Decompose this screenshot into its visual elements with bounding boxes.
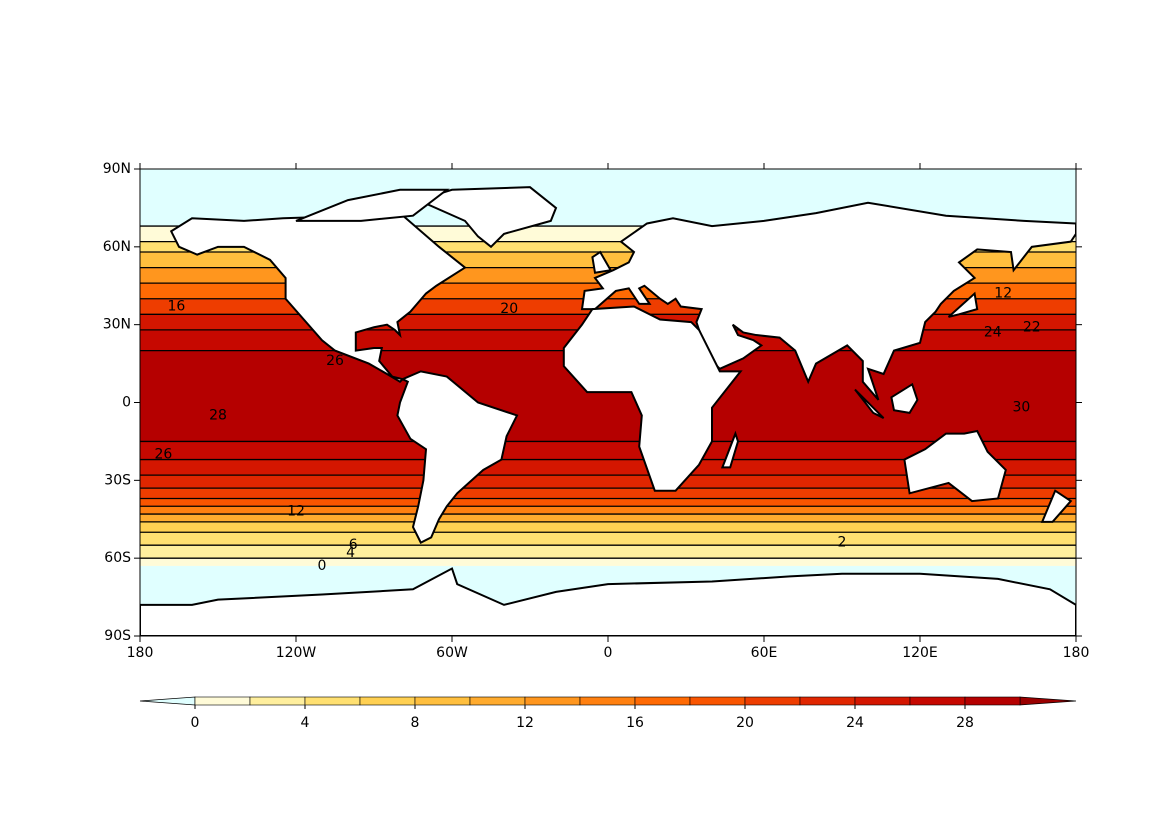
landmass	[1040, 489, 1073, 523]
contour-label: 12	[994, 286, 1012, 302]
colorbar-bin	[469, 696, 526, 706]
contour-label: 16	[167, 299, 185, 315]
landmass	[140, 567, 1076, 636]
sst-band	[140, 521, 1076, 533]
colorbar-tick-label: 12	[516, 715, 534, 731]
colorbar-tick-label: 20	[736, 715, 754, 731]
sst-band	[140, 558, 1076, 566]
landmass	[295, 188, 450, 222]
colorbar-bin	[854, 696, 911, 706]
colorbar-bin	[689, 696, 746, 706]
sst-band	[140, 488, 1076, 499]
colorbar-bin	[414, 696, 471, 706]
colorbar-extend-under	[139, 696, 196, 706]
axes: 180 120W 60W 0 60E 120E 180 90N 60N 30N 0 30S 60S 90S	[103, 161, 1090, 661]
colorbar-bin	[524, 696, 581, 706]
sst-band	[140, 441, 1076, 460]
y-tick-label: 90S	[104, 628, 131, 644]
colorbar: 0 4 8 12 16 20 24 28	[139, 696, 1077, 731]
colorbar-bin	[634, 696, 691, 706]
colorbar-tick-label: 24	[846, 715, 864, 731]
landmass	[562, 305, 743, 492]
landmass	[415, 186, 558, 249]
x-tick-label: 60E	[751, 645, 778, 661]
contour-label: 12	[287, 503, 305, 519]
colorbar-tick-label: 4	[301, 715, 310, 731]
y-tick-label: 30S	[104, 472, 131, 488]
colorbar-bin	[194, 696, 251, 706]
sst-band	[140, 532, 1076, 546]
colorbar-bin	[909, 696, 966, 706]
contour-label: 22	[1023, 319, 1041, 335]
colorbar-bin	[579, 696, 636, 706]
landmass	[890, 382, 919, 414]
contour-label: 28	[209, 407, 227, 423]
sst-band	[140, 514, 1076, 522]
y-tick-label: 60N	[103, 239, 131, 255]
landmass	[854, 388, 885, 419]
contour-label: 20	[500, 301, 518, 317]
contour-label: 24	[984, 324, 1002, 340]
x-tick-label: 120W	[276, 645, 317, 661]
landmass	[947, 291, 979, 318]
contour-label: 0	[318, 558, 327, 574]
landmass	[591, 250, 613, 274]
colorbar-bin	[799, 696, 856, 706]
colorbar-tick-label: 8	[411, 715, 420, 731]
landmass	[580, 201, 1076, 401]
colorbar-tick-label: 0	[191, 715, 200, 731]
colorbar-tick-label: 28	[956, 715, 974, 731]
landmass	[396, 370, 519, 544]
land: 16 20 26 28 26 12 64 0 2 12 24 22 30	[140, 186, 1076, 636]
sst-band	[140, 241, 1076, 253]
x-tick-label: 120E	[902, 645, 938, 661]
landmass	[903, 429, 1007, 503]
y-tick-label: 0	[122, 395, 131, 411]
colorbar-extend-over	[1019, 696, 1077, 706]
sst-band	[140, 498, 1076, 507]
contour-label: 26	[326, 353, 344, 369]
y-tick-label: 90N	[103, 161, 131, 177]
x-tick-label: 60W	[436, 645, 468, 661]
contour-label: 2	[838, 535, 847, 551]
colorbar-tick-label: 16	[626, 715, 644, 731]
landmass	[720, 430, 740, 469]
y-tick-label: 30N	[103, 317, 131, 333]
landmass	[169, 212, 467, 384]
x-tick-label: 180	[1063, 645, 1090, 661]
sst-band	[140, 475, 1076, 489]
sst-band	[140, 545, 1076, 559]
sst-band	[140, 506, 1076, 515]
x-tick-label: 0	[604, 645, 613, 661]
x-tick-label: 180	[127, 645, 154, 661]
contour-label: 30	[1012, 400, 1030, 416]
contour-label: 26	[154, 446, 172, 462]
colorbar-bin	[249, 696, 306, 706]
colorbar-bin	[964, 696, 1021, 706]
contour-label: 6	[349, 537, 358, 553]
colorbar-bin	[359, 696, 416, 706]
colorbar-bin	[744, 696, 801, 706]
colorbar-bin	[304, 696, 361, 706]
y-tick-label: 60S	[104, 550, 131, 566]
sst-band	[140, 459, 1076, 476]
contour-label: 4	[346, 545, 355, 561]
